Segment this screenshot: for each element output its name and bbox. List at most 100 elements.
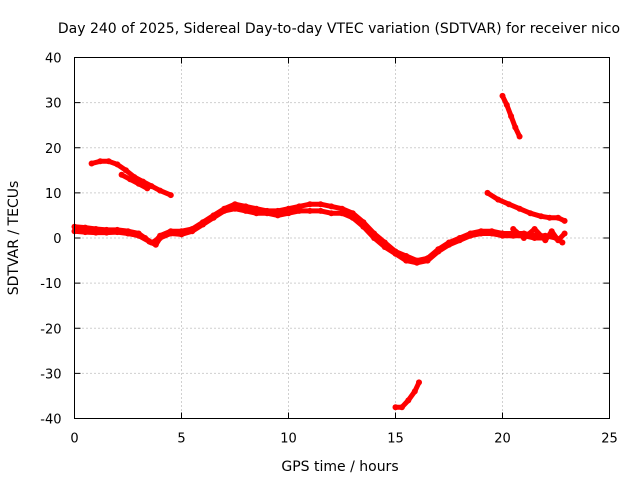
data-point — [381, 244, 388, 250]
data-point — [527, 210, 534, 217]
data-point — [167, 230, 174, 237]
data-point — [520, 235, 527, 241]
data-point — [360, 223, 367, 230]
data-point — [548, 228, 555, 235]
data-point — [349, 214, 356, 221]
data-point — [114, 161, 121, 168]
data-point — [103, 229, 110, 236]
x-tick-label: 0 — [70, 432, 78, 447]
data-point — [398, 404, 405, 411]
data-point — [274, 207, 281, 214]
data-point — [478, 230, 485, 237]
data-point — [317, 201, 324, 208]
data-point — [555, 214, 562, 221]
data-point — [561, 217, 568, 224]
y-tick-label: -40 — [40, 413, 61, 428]
x-axis-label: GPS time / hours — [281, 459, 398, 475]
data-point — [411, 388, 418, 395]
data-point — [328, 203, 335, 210]
data-point — [264, 210, 271, 217]
data-point — [178, 231, 185, 238]
data-point — [516, 205, 523, 212]
data-point — [189, 228, 196, 235]
data-point — [416, 379, 422, 386]
data-point — [542, 237, 549, 244]
data-point — [510, 226, 517, 232]
data-point — [285, 205, 292, 212]
data-point — [328, 210, 335, 217]
data-point — [242, 207, 249, 214]
data-point — [114, 229, 121, 236]
data-point — [135, 232, 142, 239]
data-point — [424, 257, 431, 264]
data-point — [561, 230, 568, 237]
data-point — [122, 167, 129, 174]
data-point — [118, 171, 125, 178]
data-point — [306, 207, 313, 214]
series-arc-early-branch — [119, 172, 150, 191]
x-tick-label: 5 — [177, 432, 185, 447]
data-point — [538, 213, 544, 220]
data-point — [405, 397, 412, 404]
data-point — [456, 237, 463, 244]
data-point — [499, 92, 506, 99]
data-point — [488, 230, 495, 237]
data-point — [403, 257, 410, 264]
data-point — [516, 133, 523, 140]
data-point — [125, 230, 131, 237]
data-point — [144, 185, 151, 192]
data-point — [82, 229, 89, 236]
y-tick-label: -10 — [40, 277, 61, 292]
data-point — [146, 238, 153, 245]
data-point — [242, 203, 249, 210]
y-tick-label: 20 — [45, 142, 62, 157]
y-tick-label: -30 — [40, 367, 61, 382]
data-point — [221, 207, 228, 214]
data-point — [317, 207, 324, 214]
data-point — [508, 113, 515, 120]
y-tick-label: 40 — [45, 52, 62, 67]
y-tick-label: -20 — [40, 322, 61, 337]
data-point — [371, 235, 378, 241]
data-point — [555, 237, 562, 244]
data-point — [296, 203, 303, 210]
data-point — [92, 229, 99, 236]
series-arc-early — [89, 158, 174, 198]
data-point — [210, 214, 217, 221]
data-point — [127, 176, 134, 183]
data-point — [339, 205, 345, 212]
data-point — [274, 212, 281, 219]
data-point — [446, 241, 452, 248]
series-layer — [71, 92, 568, 411]
x-tick-label: 20 — [494, 432, 511, 447]
data-point — [306, 201, 313, 208]
data-point — [88, 160, 95, 167]
data-point — [253, 205, 260, 212]
tick-layer: 0 5 10 15 20 25 40 30 20 10 0 -10 -20 -30 -40 — [40, 52, 618, 447]
x-tick-label: 25 — [601, 432, 618, 447]
y-tick-label: 10 — [45, 187, 62, 202]
data-point — [435, 248, 442, 255]
data-point — [232, 201, 238, 208]
data-point — [499, 232, 506, 239]
data-point — [82, 224, 89, 231]
data-point — [531, 226, 538, 232]
data-point — [495, 196, 502, 203]
data-point — [157, 235, 164, 241]
data-point — [510, 232, 517, 239]
data-point — [157, 187, 164, 194]
data-point — [512, 124, 519, 131]
data-point — [392, 250, 399, 257]
data-point — [413, 259, 420, 266]
data-point — [484, 189, 491, 196]
data-point — [505, 201, 512, 208]
series-main-track-lower — [72, 206, 548, 266]
data-point — [167, 192, 174, 199]
y-tick-label: 30 — [45, 97, 62, 112]
series-late-falling — [393, 379, 422, 410]
data-point — [97, 158, 104, 165]
data-point — [199, 221, 206, 228]
x-tick-label: 10 — [280, 432, 297, 447]
data-point — [135, 180, 142, 187]
